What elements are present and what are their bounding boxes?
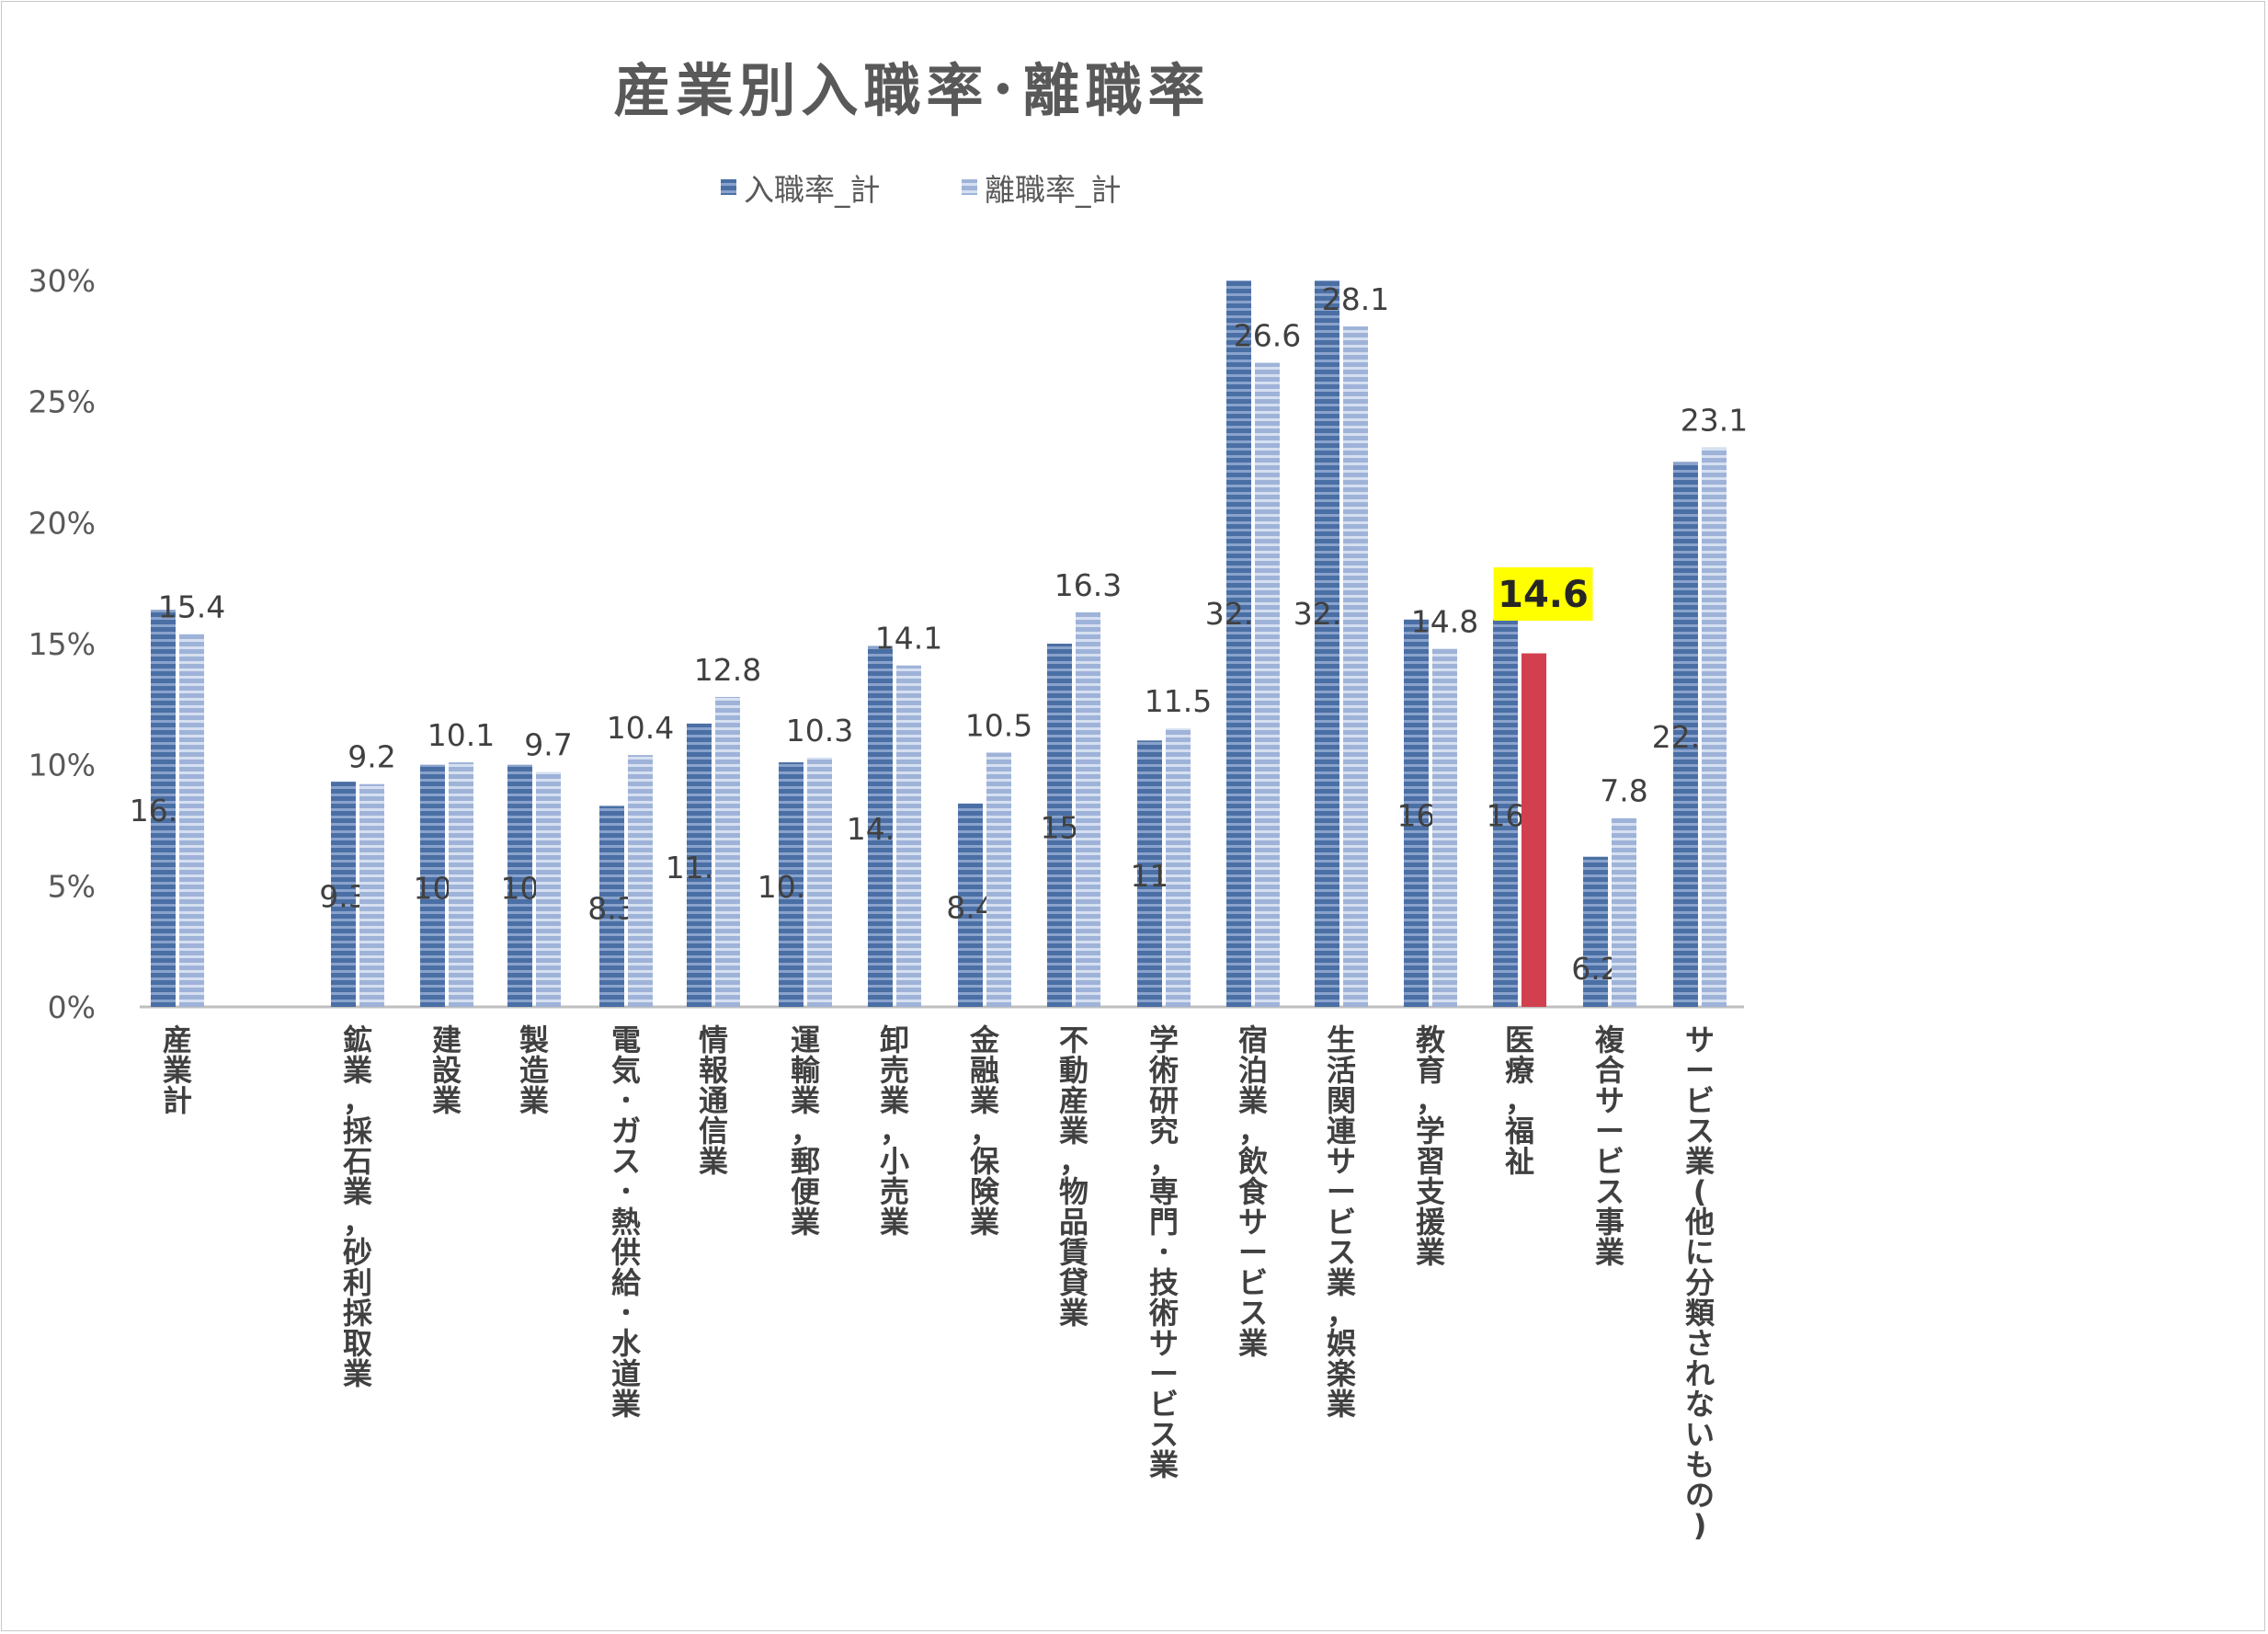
bar-separation-5 <box>715 696 740 1007</box>
bar-hire-1 <box>331 782 356 1007</box>
data-label-hire: 6.2 <box>1571 951 1619 987</box>
bar-hire-15 <box>1583 856 1608 1007</box>
data-label-hire: 10 <box>501 870 540 906</box>
x-category-label: 学術研究，専門･技術サービス業 <box>1148 1023 1179 1482</box>
bar-hire-4 <box>599 806 624 1007</box>
data-label-separation: 9.7 <box>524 727 572 763</box>
bar-hire-11 <box>1226 280 1251 1007</box>
x-category-label: 卸売業，小売業 <box>880 1023 909 1240</box>
bar-separation-10 <box>1166 728 1191 1007</box>
bar-hire-7 <box>868 646 893 1007</box>
data-label-hire: 16 <box>1397 797 1436 833</box>
data-label-separation: 15.4 <box>158 588 225 624</box>
bar-separation-6 <box>807 757 832 1007</box>
legend: 入職率_計 離職率_計 <box>721 172 1122 208</box>
data-label-hire: 15 <box>1041 810 1079 846</box>
data-label-hire: 10 <box>414 870 452 906</box>
data-label-separation: 28.1 <box>1322 281 1389 317</box>
data-label-separation: 14.1 <box>875 621 942 657</box>
data-label-separation: 23.1 <box>1681 403 1748 439</box>
legend-label-2: 離職率_計 <box>985 172 1122 208</box>
chart-title: 産業別入職率･離職率 <box>613 57 1210 124</box>
bar-separation-8 <box>986 752 1011 1007</box>
y-tick-label: 0% <box>48 989 96 1025</box>
x-category-label: 不動産業，物品賃貸業 <box>1058 1023 1088 1331</box>
data-label-separation: 11.5 <box>1145 683 1212 719</box>
highlight-label-background <box>1493 567 1593 621</box>
data-label-hire: 8.3 <box>587 891 635 927</box>
y-tick-label: 5% <box>48 868 96 904</box>
y-tick-label: 10% <box>28 748 96 783</box>
x-category-label: 医療，福祉 <box>1504 1023 1535 1179</box>
data-label-separation: 14.8 <box>1411 603 1478 639</box>
x-category-label: 複合サービス事業 <box>1595 1023 1625 1270</box>
data-label-highlight: 14.6 <box>1498 574 1589 616</box>
data-label-separation: 10.3 <box>786 713 853 748</box>
data-label-hire: 8.4 <box>946 889 994 925</box>
x-category-label: 産業計 <box>163 1023 192 1118</box>
data-label-hire: 9.3 <box>319 879 367 915</box>
x-axis-labels: 産業計 鉱業，採石業，砂利採取業 建設業 製造業 電気･ガス･熱供給･水道業 情報通信業 運… <box>163 1023 1715 1543</box>
bar-separation-14 <box>1521 653 1546 1007</box>
data-label-separation: 12.8 <box>694 652 761 688</box>
bar-separation-2 <box>449 762 473 1007</box>
data-label-separation: 26.6 <box>1234 318 1301 354</box>
bar-hire-0 <box>151 610 176 1007</box>
y-tick-label: 20% <box>28 505 96 541</box>
data-label-separation: 9.2 <box>348 739 395 775</box>
x-category-label: 金融業，保険業 <box>969 1023 1000 1240</box>
bar-hire-16 <box>1673 462 1698 1007</box>
data-label-hire: 11 <box>1131 858 1169 894</box>
data-label-separation: 10.5 <box>965 708 1032 744</box>
bar-separation-7 <box>896 665 921 1007</box>
bar-separation-11 <box>1255 362 1280 1007</box>
bar-hire-10 <box>1137 740 1162 1007</box>
legend-swatch-2 <box>962 179 977 195</box>
y-tick-label: 15% <box>28 626 96 662</box>
x-category-label: 運輸業，郵便業 <box>791 1023 821 1240</box>
data-label-separation: 10.4 <box>607 710 674 746</box>
legend-label-1: 入職率_計 <box>744 172 881 208</box>
x-category-label: 生活関連サービス業，娯楽業 <box>1327 1023 1357 1422</box>
x-category-label: サービス業(他に分類されないもの) <box>1684 1023 1715 1543</box>
bar-hire-9 <box>1047 644 1072 1007</box>
bar-separation-16 <box>1702 447 1727 1007</box>
bar-separation-0 <box>179 634 204 1007</box>
bar-hire-13 <box>1404 619 1429 1007</box>
y-tick-label: 30% <box>28 263 96 299</box>
bar-separation-9 <box>1076 611 1100 1007</box>
bar-separation-13 <box>1432 648 1457 1007</box>
x-category-label: 電気･ガス･熱供給･水道業 <box>611 1023 642 1422</box>
data-label-separation: 7.8 <box>1600 773 1647 809</box>
x-category-label: 鉱業，採石業，砂利採取業 <box>342 1023 373 1391</box>
bar-separation-4 <box>628 755 653 1007</box>
data-label-separation: 16.3 <box>1054 567 1122 603</box>
x-category-label: 宿泊業，飲食サービス業 <box>1238 1023 1269 1361</box>
bar-separation-3 <box>536 771 561 1007</box>
x-category-label: 情報通信業 <box>699 1023 728 1179</box>
bar-hire-8 <box>958 803 983 1007</box>
bar-separation-12 <box>1343 326 1368 1007</box>
bar-hire-6 <box>779 762 803 1007</box>
y-tick-label: 25% <box>28 384 96 420</box>
legend-swatch-1 <box>721 179 736 195</box>
bar-hire-2 <box>420 764 445 1007</box>
data-label-separation: 10.1 <box>427 717 495 753</box>
x-category-label: 製造業 <box>519 1023 549 1118</box>
x-category-label: 教育，学習支援業 <box>1416 1023 1446 1270</box>
bar-hire-12 <box>1315 280 1339 1007</box>
y-axis: 0% 5% 10% 15% 20% 25% 30% <box>28 263 1744 1025</box>
bar-separation-1 <box>359 783 384 1007</box>
data-label-hire: 16 <box>1487 797 1525 833</box>
bar-hire-3 <box>507 764 532 1007</box>
bar-separation-15 <box>1612 817 1636 1007</box>
bar-hire-5 <box>687 723 712 1007</box>
bar-hire-14 <box>1493 619 1518 1007</box>
bars: 16.415.49.39.21010.1109.78.310.411.712.8… <box>130 280 1748 1007</box>
x-category-label: 建設業 <box>432 1023 462 1118</box>
